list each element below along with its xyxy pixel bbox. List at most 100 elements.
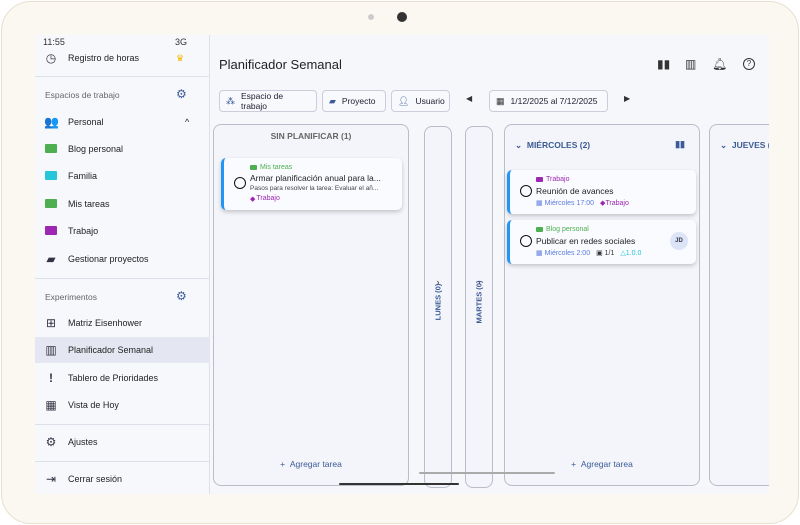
label: Registro de horas [68, 53, 140, 63]
screen: 11:55 3G ◷ Registro de horas ♛ Espacios de… [35, 35, 769, 494]
page-title: Planificador Semanal [219, 57, 342, 72]
task-date: ▦ Miércoles 17:00 [536, 200, 594, 207]
task-project: Trabajo [536, 176, 569, 183]
folder-icon [250, 165, 257, 170]
project-filter[interactable]: ▰ Proyecto [322, 90, 386, 112]
task-card[interactable]: Mis tareas Armar planificación anual par… [221, 158, 402, 210]
column-header[interactable]: ⌄ MIÉRCOLES (2) [515, 140, 591, 150]
task-description: Pasos para resolver la tarea: Evaluar el… [250, 185, 379, 192]
task-date: ▦ Miércoles 2:00 [536, 250, 591, 257]
calendar-icon: ▦ [45, 398, 57, 412]
next-week-button[interactable]: ▶ [624, 94, 631, 103]
column-header[interactable]: ⌄ JUEVES ( [720, 140, 769, 150]
bell-icon[interactable]: 🔔︎ [712, 57, 728, 71]
status-time: 11:55 [43, 37, 65, 47]
label: Trabajo [605, 200, 629, 207]
clock-icon: ◷ [45, 51, 57, 65]
home-indicator [339, 483, 459, 485]
sidebar-item-project[interactable]: Trabajo [35, 218, 210, 244]
label: 1/1 [604, 250, 615, 257]
workspace-icon: ⁂ [226, 95, 235, 106]
column-title: JUEVES ( [731, 140, 769, 150]
label: Ajustes [68, 437, 98, 447]
sensor [368, 14, 374, 20]
horizontal-scrollbar[interactable] [419, 472, 555, 474]
status-network: 3G [174, 37, 187, 47]
task-complete-checkbox[interactable] [520, 235, 532, 247]
crown-icon: ♛ [176, 52, 185, 63]
sidebar-item-project[interactable]: Mis tareas [35, 191, 210, 217]
add-task-button[interactable]: + Agregar tarea [280, 459, 342, 469]
label: Miércoles 2:00 [544, 250, 591, 257]
people-icon: 👥 [44, 115, 59, 129]
folder-manage-icon: ▰ [46, 252, 56, 266]
columns-icon[interactable]: ▥ [685, 57, 697, 71]
label: Espacio de trabajo [241, 91, 284, 111]
sidebar-item-logout[interactable]: ⇥ Cerrar sesión [35, 466, 210, 492]
gear-icon[interactable]: ⚙ [176, 87, 187, 101]
user-filter[interactable]: 👤︎ Usuario [391, 90, 450, 112]
label: Tablero de Prioridades [68, 373, 159, 383]
avatar[interactable]: JD [670, 232, 688, 250]
label: Agregar tarea [580, 459, 633, 469]
label: Proyecto [341, 96, 376, 106]
workspace-filter[interactable]: ⁂ Espacio de trabajo [219, 90, 317, 112]
task-title: Armar planificación anual para la... [250, 173, 381, 183]
bar-chart-icon[interactable]: ▮▮ [675, 139, 685, 149]
help-icon[interactable]: ? [743, 58, 755, 70]
gear-icon[interactable]: ⚙ [176, 289, 187, 303]
task-title: Publicar en redes sociales [536, 236, 636, 246]
label: 1.0.0 [625, 250, 642, 257]
task-version: △1.0.0 [620, 250, 642, 257]
task-title: Reunión de avances [536, 186, 614, 196]
task-card[interactable]: Blog personal Publicar en redes sociales… [507, 220, 696, 264]
label: Agregar tarea [289, 459, 342, 469]
task-meta: ▦ Miércoles 2:00 ▣ 1/1 △1.0.0 [536, 249, 641, 257]
sidebar-item-eisenhower[interactable]: ⊞ Matriz Eisenhower [35, 310, 210, 336]
sidebar-item-manage-projects[interactable]: ▰ Gestionar proyectos [35, 246, 210, 272]
task-card[interactable]: Trabajo Reunión de avances ▦ Miércoles 1… [507, 170, 696, 214]
sidebar-item-personal[interactable]: 👥 Personal ^ [35, 109, 210, 135]
column-tuesday[interactable]: › MARTES (0) [465, 126, 493, 488]
grid-icon: ⊞ [45, 316, 57, 330]
logout-icon: ⇥ [45, 472, 57, 486]
label: Familia [68, 171, 98, 181]
task-meta: ▦ Miércoles 17:00 ◆Trabajo [536, 199, 629, 207]
task-project: Mis tareas [250, 164, 292, 171]
sidebar-item-weekly-planner[interactable]: ▥ Planificador Semanal [35, 337, 210, 363]
date-range-picker[interactable]: ▦ 1/12/2025 al 7/12/2025 [489, 90, 608, 112]
sidebar-item-settings[interactable]: ⚙ Ajustes [35, 429, 210, 455]
sidebar: 11:55 3G ◷ Registro de horas ♛ Espacios de… [35, 35, 210, 494]
label: Vista de Hoy [68, 400, 119, 410]
sidebar-item-project[interactable]: Blog personal [35, 136, 210, 162]
sidebar-item-priorities[interactable]: ! Tablero de Prioridades [35, 365, 210, 391]
column-unplanned: SIN PLANIFICAR (1) Mis tareas Armar plan… [213, 124, 409, 486]
gear-icon: ⚙ [45, 435, 57, 449]
label: Personal [68, 117, 104, 127]
task-project: Blog personal [536, 226, 589, 233]
prev-week-button[interactable]: ◀ [466, 94, 473, 103]
label: Usuario [415, 96, 445, 106]
sidebar-item-project[interactable]: Familia [35, 163, 210, 189]
chevron-right-icon: › [477, 277, 481, 287]
column-thursday: ⌄ JUEVES ( [709, 124, 769, 486]
task-complete-checkbox[interactable] [520, 185, 532, 197]
folder-icon [45, 144, 57, 153]
bar-chart-icon[interactable]: ▮▮ [657, 57, 671, 71]
label: Cerrar sesión [68, 474, 123, 484]
label: Trabajo [68, 226, 99, 236]
label: Trabajo [256, 195, 280, 202]
task-complete-checkbox[interactable] [234, 177, 246, 189]
label: Blog personal [546, 226, 589, 233]
divider [35, 278, 210, 279]
add-task-button[interactable]: + Agregar tarea [571, 459, 633, 469]
label: Planificador Semanal [68, 345, 154, 355]
column-title: SIN PLANIFICAR (1) [270, 131, 352, 141]
sidebar-item-today[interactable]: ▦ Vista de Hoy [35, 392, 210, 418]
divider [35, 461, 210, 462]
task-tag: ◆Trabajo [599, 200, 629, 207]
column-monday[interactable]: › LUNES (0) [424, 126, 452, 488]
chevron-up-icon[interactable]: ^ [185, 117, 190, 127]
sidebar-item-time-tracking[interactable]: ◷ Registro de horas ♛ [35, 45, 210, 71]
